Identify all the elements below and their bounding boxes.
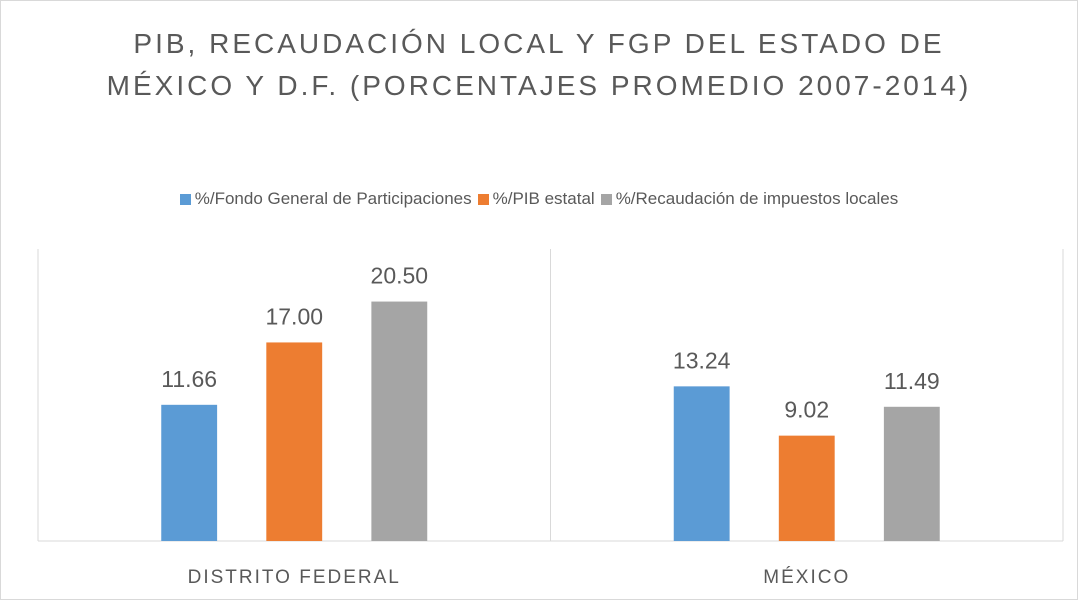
bar [371,301,428,541]
data-label: 9.02 [784,397,829,423]
chart-title: PIB, RECAUDACIÓN LOCAL Y FGP DEL ESTADO … [106,28,972,101]
legend-item: %/Recaudación de impuestos locales [600,189,899,209]
data-label: 20.50 [371,263,429,289]
legend-swatch [179,194,191,205]
legend: %/Fondo General de Participaciones %/PIB … [1,189,1077,209]
bar [778,435,835,541]
data-label: 17.00 [265,304,323,330]
bar [673,386,730,541]
legend-swatch [477,194,489,205]
legend-label: %/Fondo General de Participaciones [194,189,472,208]
data-label: 11.49 [884,368,940,394]
legend-label: %/PIB estatal [492,189,595,208]
bar [266,342,323,541]
legend-swatch [600,194,612,205]
data-label: 11.66 [161,366,217,392]
bar [883,406,940,541]
bar [161,404,218,541]
x-tick-label: MÉXICO [763,567,850,588]
legend-item: %/PIB estatal [477,189,595,209]
legend-item: %/Fondo General de Participaciones [179,189,472,209]
legend-label: %/Recaudación de impuestos locales [615,189,899,208]
data-label: 13.24 [673,347,731,373]
x-tick-label: DISTRITO FEDERAL [188,567,401,588]
